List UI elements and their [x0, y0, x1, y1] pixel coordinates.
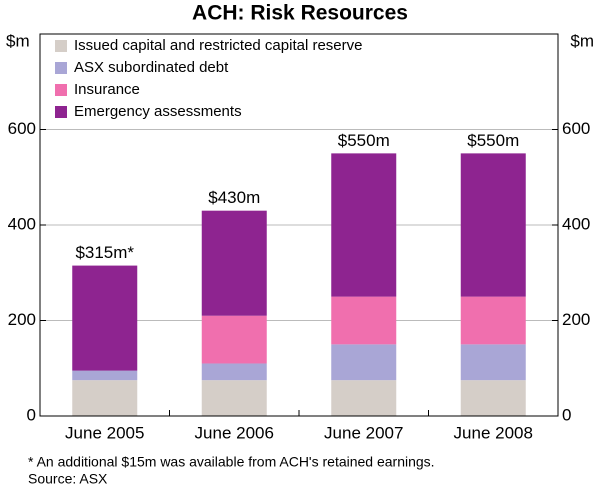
bar-segment [460, 296, 526, 345]
y-tick-label-right: 400 [562, 214, 590, 233]
bar-segment [72, 265, 138, 371]
y-tick-label: 0 [27, 405, 36, 424]
x-tick-label: June 2006 [195, 423, 274, 442]
bar-segment [460, 153, 526, 297]
total-label: $430m [208, 188, 260, 207]
y-tick-label: 600 [8, 119, 36, 138]
bar-segment [331, 296, 397, 345]
legend-label: ASX subordinated debt [74, 59, 229, 76]
legend-label: Emergency assessments [74, 103, 242, 120]
y-unit-left: $m [6, 31, 30, 50]
legend-swatch [55, 84, 67, 96]
y-tick-label: 400 [8, 214, 36, 233]
y-tick-label-right: 200 [562, 310, 590, 329]
bar-segment [331, 344, 397, 381]
legend-swatch [55, 62, 67, 74]
chart-title: ACH: Risk Resources [192, 2, 408, 25]
legend-swatch [55, 106, 67, 118]
y-tick-label: 200 [8, 310, 36, 329]
x-tick-label: June 2005 [65, 423, 144, 442]
bar-segment [460, 344, 526, 381]
legend-label: Issued capital and restricted capital re… [74, 37, 362, 54]
source: Source: ASX [28, 471, 108, 487]
y-unit-right: $m [570, 31, 594, 50]
legend-label: Insurance [74, 81, 140, 98]
legend-swatch [55, 40, 67, 52]
bar-segment [72, 380, 138, 416]
bar-segment [201, 380, 267, 416]
bar-segment [201, 210, 267, 316]
bar-segment [331, 380, 397, 416]
total-label: $550m [467, 131, 519, 150]
x-tick-label: June 2007 [324, 423, 403, 442]
bar-segment [201, 315, 267, 364]
bar-segment [460, 380, 526, 416]
total-label: $550m [338, 131, 390, 150]
y-tick-label-right: 0 [562, 405, 571, 424]
total-label: $315m* [75, 243, 134, 262]
bar-segment [201, 363, 267, 381]
y-tick-label-right: 600 [562, 119, 590, 138]
bar-segment [331, 153, 397, 297]
footnote: * An additional $15m was available from … [28, 454, 435, 470]
bar-segment [72, 370, 138, 381]
x-tick-label: June 2008 [454, 423, 533, 442]
